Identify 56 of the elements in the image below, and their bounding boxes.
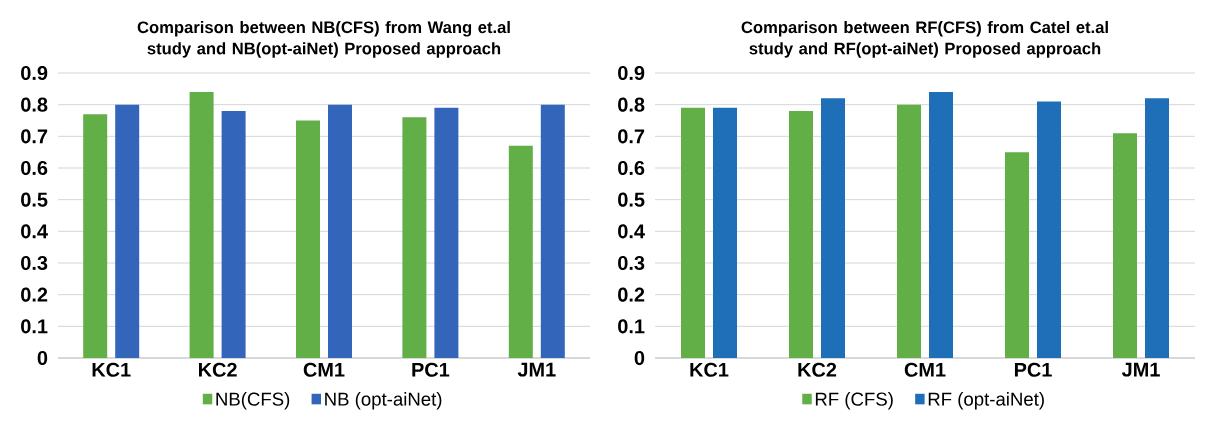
x-tick-label: KC2 bbox=[798, 362, 837, 377]
x-tick-label: KC1 bbox=[92, 362, 131, 377]
x-tick-label: PC1 bbox=[1014, 362, 1052, 377]
legend-label: NB(CFS) bbox=[216, 392, 290, 410]
bar bbox=[115, 104, 140, 358]
y-tick-label: 0.2 bbox=[618, 287, 645, 302]
bar bbox=[789, 111, 814, 358]
x-tick-label: PC1 bbox=[412, 362, 450, 377]
chart-title: Comparison between NB(CFS) from Wang et.al study and NB(opt-aiNet) Proposed approach bbox=[137, 20, 510, 58]
y-tick-label: 0.6 bbox=[21, 160, 48, 176]
bar bbox=[821, 98, 846, 358]
y-tick-label: 0.5 bbox=[21, 192, 48, 207]
bar bbox=[929, 92, 954, 358]
bar bbox=[328, 104, 352, 358]
bar bbox=[681, 107, 706, 358]
bar bbox=[434, 107, 459, 358]
bar bbox=[221, 111, 246, 358]
y-tick-label: 0.8 bbox=[21, 97, 48, 112]
chart-title: Comparison between RF(CFS) from Catel et.al study and RF(opt-aiNet) Proposed approach bbox=[741, 20, 1108, 58]
y-tick-label: 0 bbox=[37, 350, 48, 366]
bar bbox=[897, 104, 922, 358]
bar bbox=[402, 117, 427, 358]
y-tick-label: 0.6 bbox=[618, 160, 645, 176]
y-tick-label: 0.2 bbox=[21, 287, 48, 302]
y-tick-label: 0.3 bbox=[618, 255, 645, 271]
y-tick-label: 0.1 bbox=[21, 319, 48, 334]
bar bbox=[713, 107, 738, 358]
bar bbox=[1005, 152, 1030, 358]
x-tick-label: JM1 bbox=[1121, 362, 1160, 377]
y-tick-label: 0.3 bbox=[21, 255, 48, 271]
y-tick-label: 0.8 bbox=[618, 97, 645, 112]
x-tick-label: JM1 bbox=[517, 362, 556, 377]
bar bbox=[83, 114, 108, 358]
y-tick-label: 0.1 bbox=[618, 319, 645, 334]
bar bbox=[508, 145, 533, 358]
bar bbox=[1145, 98, 1170, 358]
x-tick-label: CM1 bbox=[904, 362, 946, 377]
legend-label: RF (opt-aiNet) bbox=[928, 392, 1044, 410]
y-tick-label: 0.4 bbox=[21, 224, 48, 239]
bar bbox=[1037, 101, 1062, 358]
x-tick-label: KC1 bbox=[690, 362, 729, 377]
y-tick-label: 0.9 bbox=[21, 65, 48, 81]
bar bbox=[540, 104, 565, 358]
y-tick-label: 0.7 bbox=[618, 129, 645, 144]
bar bbox=[1113, 133, 1138, 358]
y-tick-label: 0.7 bbox=[21, 129, 48, 144]
y-tick-label: 0.5 bbox=[618, 192, 645, 207]
legend-label: RF (CFS) bbox=[815, 392, 893, 410]
x-tick-label: CM1 bbox=[303, 362, 345, 377]
y-tick-label: 0 bbox=[634, 350, 645, 366]
bar bbox=[296, 120, 320, 358]
y-tick-label: 0.9 bbox=[618, 65, 645, 81]
legend-label: NB (opt-aiNet) bbox=[325, 392, 442, 410]
bar bbox=[189, 92, 214, 358]
x-tick-label: KC2 bbox=[199, 362, 237, 377]
y-tick-label: 0.4 bbox=[618, 224, 645, 239]
